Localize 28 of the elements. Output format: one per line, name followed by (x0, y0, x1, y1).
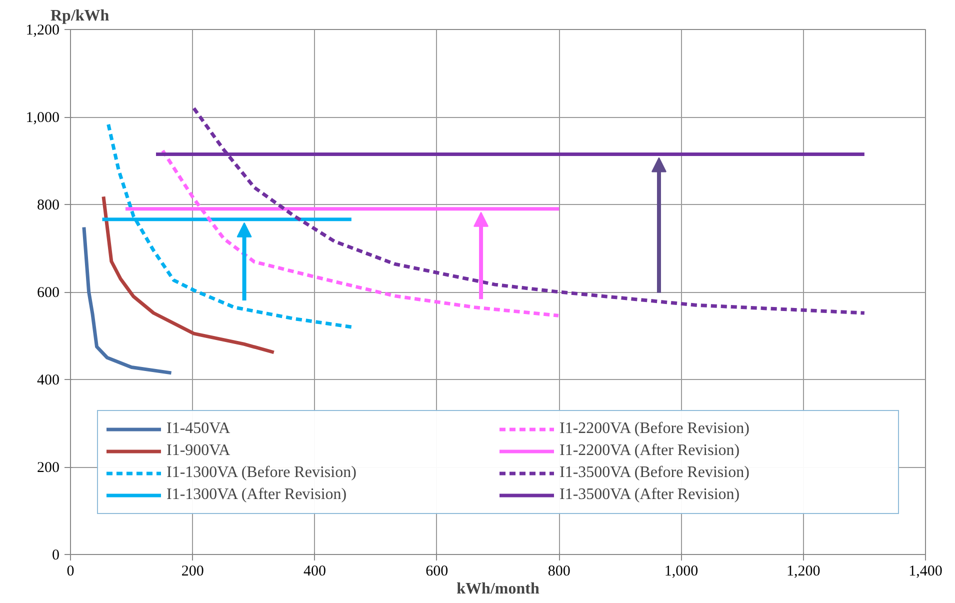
legend-label: I1-450VA (166, 420, 232, 438)
y-axis-title: Rp/kWh (50, 8, 110, 24)
legend-label: I1-1300VA (After Revision) (166, 486, 348, 504)
y-tick-label: 600 (37, 285, 60, 301)
x-tick-label: 800 (548, 564, 570, 580)
x-tick-label: 1,000 (664, 564, 698, 580)
y-tick-label: 200 (37, 460, 60, 476)
y-tick-label: 400 (37, 372, 60, 388)
x-tick-label: 1,400 (908, 564, 942, 580)
x-tick-label: 200 (181, 564, 204, 580)
legend-label: I1-2200VA (After Revision) (560, 442, 741, 460)
legend-label: I1-1300VA (Before Revision) (166, 464, 358, 482)
y-tick-label: 0 (52, 548, 60, 564)
line-series (106, 122, 354, 329)
x-axis-title: kWh/month (456, 580, 540, 598)
x-tick-label: 600 (426, 564, 448, 580)
y-tick-label: 1,000 (26, 110, 60, 126)
legend-label: I1-3500VA (After Revision) (560, 486, 741, 504)
line-series (82, 226, 174, 375)
x-tick-label: 400 (304, 564, 326, 580)
legend-label: I1-900VA (166, 442, 232, 460)
x-tick-label: 1,200 (786, 564, 820, 580)
x-tick-label: 0 (66, 564, 74, 580)
line-series (102, 194, 276, 354)
legend-label: I1-3500VA (Before Revision) (560, 464, 750, 482)
y-tick-label: 1,200 (26, 22, 60, 38)
legend-label: I1-2200VA (Before Revision) (560, 420, 750, 438)
y-tick-label: 800 (37, 198, 60, 214)
